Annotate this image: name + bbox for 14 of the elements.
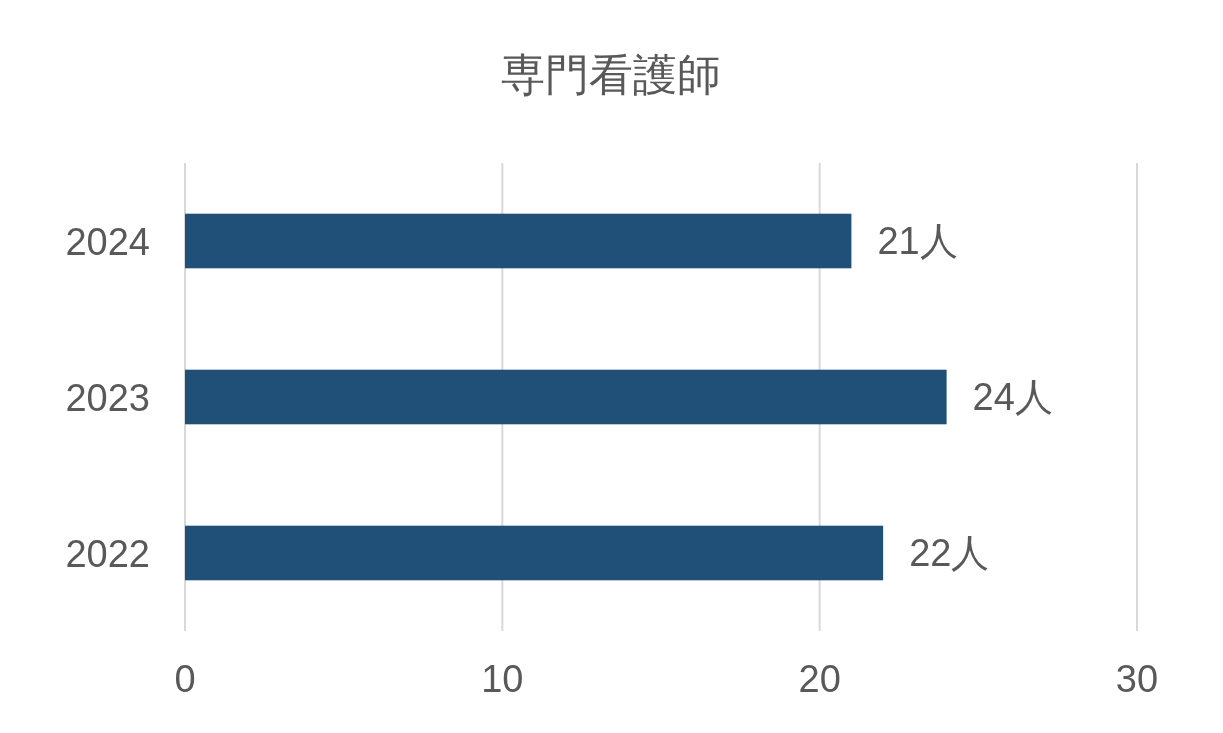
x-tick-label: 20 bbox=[798, 658, 841, 700]
data-label: 22人 bbox=[909, 532, 990, 574]
chart-title: 専門看護師 bbox=[501, 50, 721, 99]
data-label: 24人 bbox=[972, 376, 1053, 418]
y-tick-label: 2024 bbox=[65, 221, 150, 263]
y-tick-label: 2022 bbox=[65, 533, 150, 575]
bar bbox=[185, 213, 852, 269]
x-tick-label: 30 bbox=[1115, 658, 1159, 700]
x-tick-label: 10 bbox=[481, 658, 524, 700]
data-label: 21人 bbox=[877, 220, 958, 262]
x-tick-label: 0 bbox=[174, 658, 196, 700]
bar bbox=[185, 525, 884, 581]
bar bbox=[185, 369, 947, 425]
y-tick-label: 2023 bbox=[65, 377, 150, 419]
